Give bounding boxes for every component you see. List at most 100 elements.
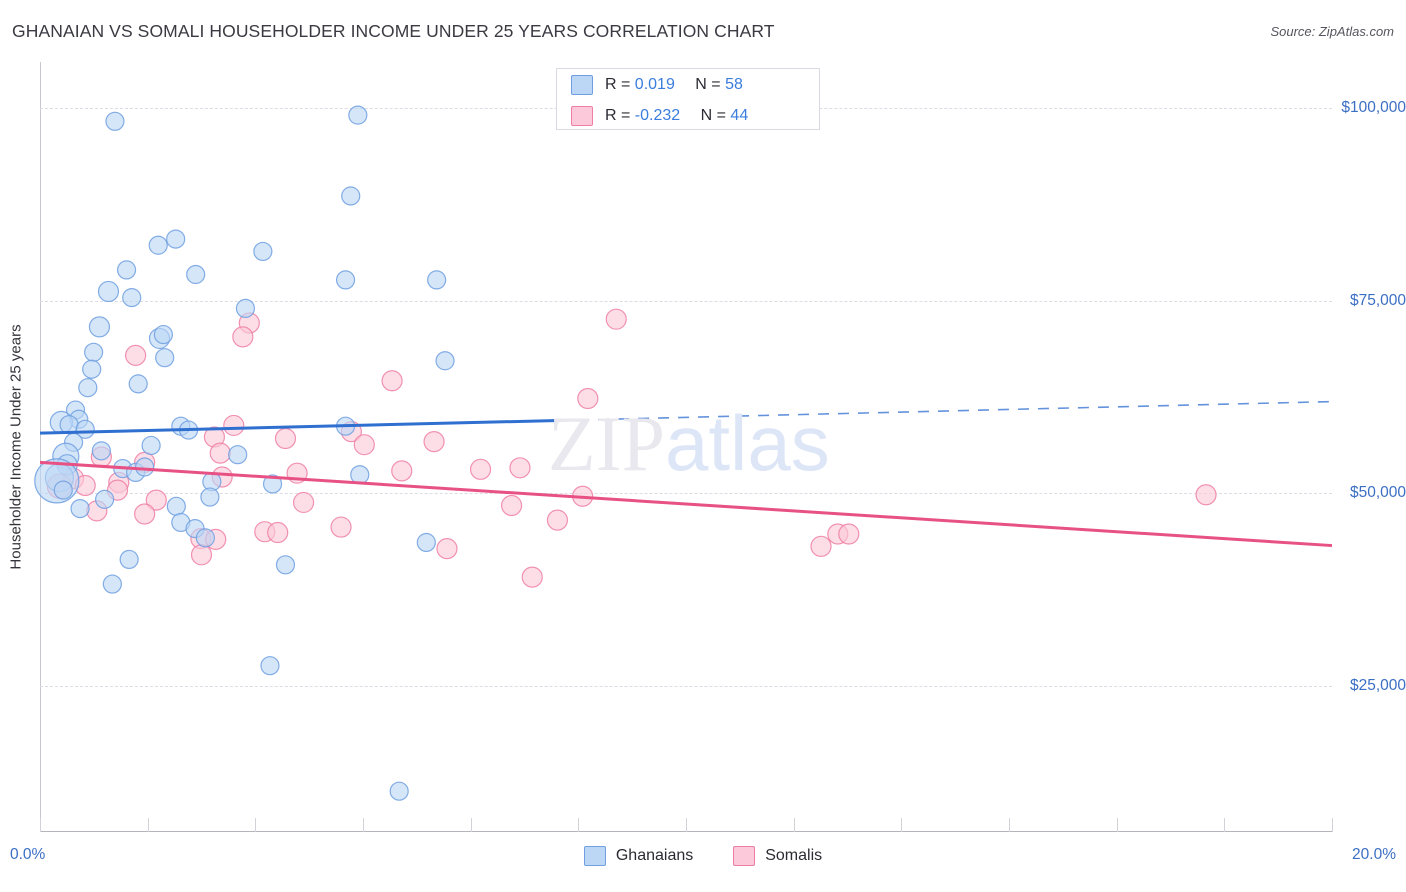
data-point[interactable] <box>70 499 90 519</box>
series-label-ghanaians: Ghanaians <box>615 847 694 864</box>
data-point[interactable] <box>262 474 283 494</box>
data-point[interactable] <box>78 378 98 398</box>
data-point[interactable] <box>275 555 296 575</box>
data-point[interactable] <box>274 427 297 450</box>
x-axis-max-label: 20.0% <box>1352 846 1396 863</box>
data-point[interactable] <box>145 489 167 511</box>
data-point[interactable] <box>341 186 361 206</box>
data-point[interactable] <box>223 414 245 437</box>
legend-swatch-ghanaians <box>571 74 593 95</box>
trendline-ghanaians <box>39 418 559 435</box>
r-label-somalis: R = <box>605 106 631 124</box>
data-point[interactable] <box>416 532 436 553</box>
x-axis-tick <box>255 818 257 832</box>
data-point[interactable] <box>469 458 492 480</box>
data-point[interactable] <box>195 528 215 548</box>
y-tick-label: $50,000 <box>1349 484 1406 502</box>
data-point[interactable] <box>267 521 289 544</box>
data-point[interactable] <box>435 351 455 371</box>
data-point[interactable] <box>546 509 569 531</box>
data-point[interactable] <box>389 781 409 801</box>
r-value-somalis: -0.232 <box>634 106 681 124</box>
x-axis-tick <box>1009 818 1010 832</box>
data-point[interactable] <box>200 487 220 507</box>
trendline-somalis <box>39 460 1333 548</box>
trendline-projected-ghanaians <box>558 400 1333 422</box>
data-point[interactable] <box>235 298 256 318</box>
data-point[interactable] <box>116 260 137 280</box>
data-point[interactable] <box>119 549 139 570</box>
data-point[interactable] <box>381 370 403 392</box>
data-point[interactable] <box>509 457 531 479</box>
gridline <box>40 493 1332 495</box>
data-point[interactable] <box>102 574 122 594</box>
x-axis-min-label: 0.0% <box>10 846 46 863</box>
data-point[interactable] <box>436 538 458 560</box>
data-point[interactable] <box>1195 484 1217 506</box>
data-point[interactable] <box>391 460 413 482</box>
data-point[interactable] <box>353 434 375 456</box>
data-point[interactable] <box>190 544 213 566</box>
stats-legend-row-ghanaians: R = 0.019 N = 58 <box>557 69 819 100</box>
y-tick-label: $75,000 <box>1349 291 1406 309</box>
data-point[interactable] <box>94 489 115 509</box>
data-point[interactable] <box>209 442 231 464</box>
data-point[interactable] <box>348 105 368 125</box>
x-axis-tick <box>147 818 149 832</box>
series-points-ghanaians <box>34 105 455 801</box>
data-point[interactable] <box>335 270 356 290</box>
data-point[interactable] <box>82 359 102 379</box>
data-point[interactable] <box>125 344 147 366</box>
data-point[interactable] <box>228 445 248 465</box>
series-legend-item-somalis[interactable]: Somalis <box>733 846 822 866</box>
data-point[interactable] <box>88 316 111 338</box>
n-label-somalis: N = <box>700 106 726 124</box>
data-point[interactable] <box>122 288 142 308</box>
gridline <box>40 300 1332 302</box>
data-point[interactable] <box>427 270 447 290</box>
x-axis-tick <box>578 818 580 832</box>
data-point[interactable] <box>75 419 95 439</box>
data-point[interactable] <box>148 235 168 255</box>
data-point[interactable] <box>577 387 599 410</box>
series-legend-item-ghanaians[interactable]: Ghanaians <box>583 846 694 866</box>
x-axis-tick <box>363 818 364 832</box>
x-axis-tick <box>470 818 472 832</box>
data-point[interactable] <box>605 308 627 330</box>
data-point[interactable] <box>521 566 543 588</box>
data-point[interactable] <box>53 480 73 500</box>
data-point[interactable] <box>292 491 315 514</box>
data-point[interactable] <box>500 494 523 517</box>
data-point[interactable] <box>141 435 161 456</box>
data-point[interactable] <box>91 441 111 461</box>
data-point[interactable] <box>128 374 148 394</box>
data-point[interactable] <box>105 111 125 131</box>
data-point[interactable] <box>97 280 120 303</box>
gridline <box>40 685 1332 687</box>
data-point[interactable] <box>330 516 352 538</box>
data-point[interactable] <box>838 523 860 545</box>
data-point[interactable] <box>134 503 156 525</box>
data-point[interactable] <box>166 496 186 516</box>
x-axis-tick <box>901 818 903 832</box>
r-label-ghanaians: R = <box>605 75 631 93</box>
data-point[interactable] <box>186 264 206 285</box>
data-point[interactable] <box>135 457 155 477</box>
y-axis-title: Householder Income Under 25 years <box>7 324 25 570</box>
series-legend: Ghanaians Somalis <box>0 846 1406 866</box>
series-points-somalis <box>46 308 1217 588</box>
data-point[interactable] <box>260 656 280 676</box>
data-point[interactable] <box>810 535 832 557</box>
x-axis-tick <box>686 818 687 832</box>
r-value-ghanaians: 0.019 <box>634 75 675 93</box>
data-point[interactable] <box>350 465 370 485</box>
data-point[interactable] <box>253 241 273 262</box>
data-point[interactable] <box>166 229 186 249</box>
data-point[interactable] <box>155 348 175 368</box>
n-label-ghanaians: N = <box>695 75 721 93</box>
data-point[interactable] <box>423 431 445 453</box>
data-point[interactable] <box>153 324 173 345</box>
data-point[interactable] <box>232 326 254 348</box>
data-point[interactable] <box>84 342 104 362</box>
